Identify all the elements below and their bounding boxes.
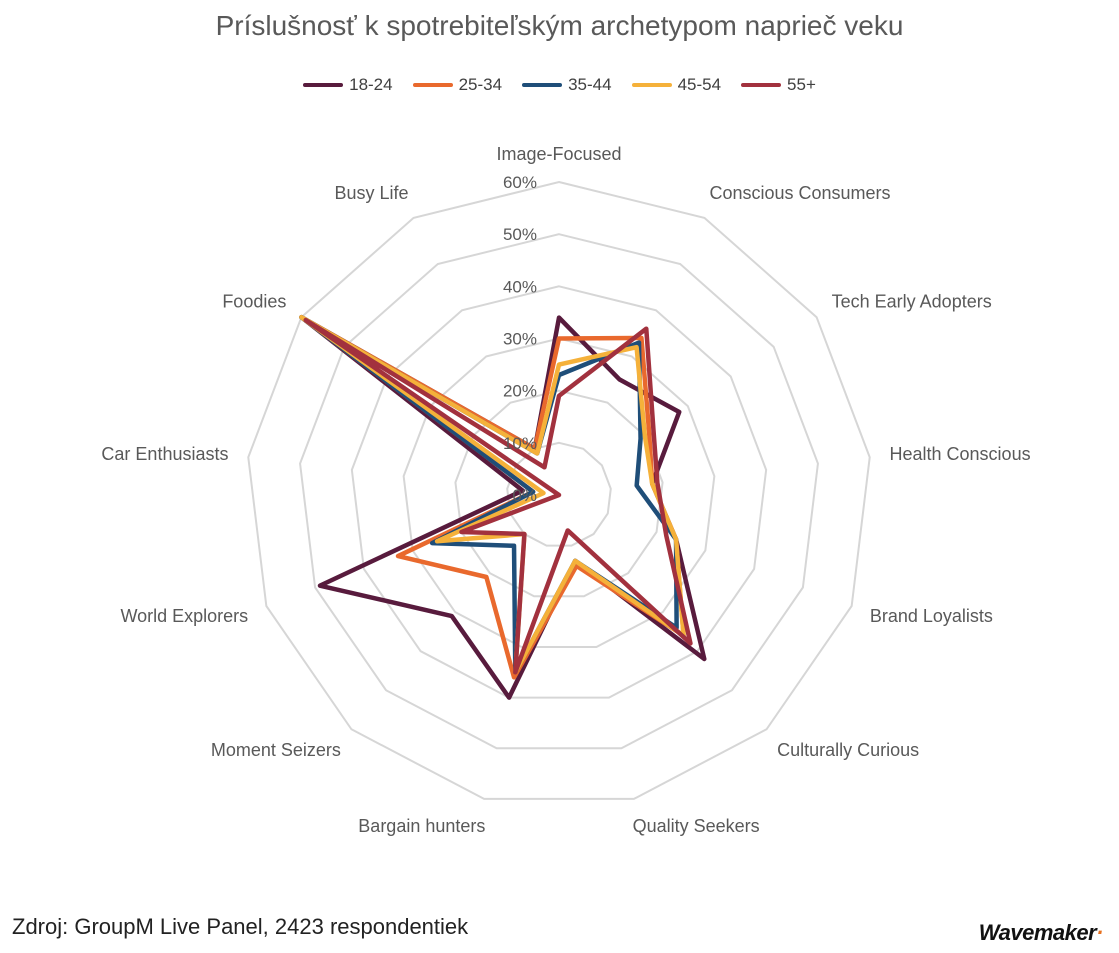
brand-dot: · [1096,920,1103,945]
category-label: Car Enthusiasts [101,444,228,464]
category-label: Foodies [222,291,286,311]
radial-tick-label: 60% [503,173,537,192]
legend-item: 55+ [741,75,816,95]
grid-ring [247,180,871,800]
radial-tick-label: 10% [503,434,537,453]
brand-name: Wavemaker [978,920,1097,945]
category-label: Brand Loyalists [870,606,993,626]
category-label: World Explorers [120,606,248,626]
legend-swatch [522,83,563,87]
category-label: Bargain hunters [358,816,485,836]
grid-ring [402,337,716,648]
legend-swatch [741,83,782,87]
grid-ring [299,233,819,750]
legend-swatch [303,83,344,87]
series-line-45-54 [299,314,686,675]
legend-item: 45-54 [631,75,722,95]
radial-tick-label: 30% [503,330,537,349]
category-label: Moment Seizers [211,740,341,760]
radial-tick-label: 50% [503,225,537,244]
legend-label: 45-54 [677,75,722,94]
legend-item: 25-34 [412,75,503,95]
grid-ring [506,441,612,547]
category-label: Health Conscious [890,444,1031,464]
series-line-25-34 [299,314,686,680]
radial-tick-label: 20% [503,382,537,401]
legend-swatch [631,83,672,87]
radial-tick-label: 40% [503,277,537,296]
grid-ring [350,285,768,699]
legend-label: 18-24 [349,75,393,94]
source-note: Zdroj: GroupM Live Panel, 2423 responden… [12,914,469,939]
category-label: Tech Early Adopters [832,291,992,311]
series-line-55+ [303,317,693,675]
legend: 18-24 25-34 35-44 45-54 55+ [0,75,1119,95]
chart-title: Príslušnosť k spotrebiteľským archetypom… [215,10,904,41]
category-label: Busy Life [334,183,408,203]
category-label: Quality Seekers [633,816,760,836]
category-label: Culturally Curious [777,740,919,760]
legend-swatch [412,83,453,87]
legend-item: 18-24 [303,75,393,95]
legend-label: 55+ [787,75,816,94]
legend-item: 35-44 [522,75,612,95]
category-label: Image-Focused [496,144,621,164]
category-label: Conscious Consumers [709,183,890,203]
radial-tick-label: 0% [512,486,537,505]
series-line-35-44 [299,314,679,675]
legend-label: 35-44 [568,75,612,94]
brand-logo: Wavemaker· [978,920,1104,946]
legend-label: 25-34 [458,75,503,94]
